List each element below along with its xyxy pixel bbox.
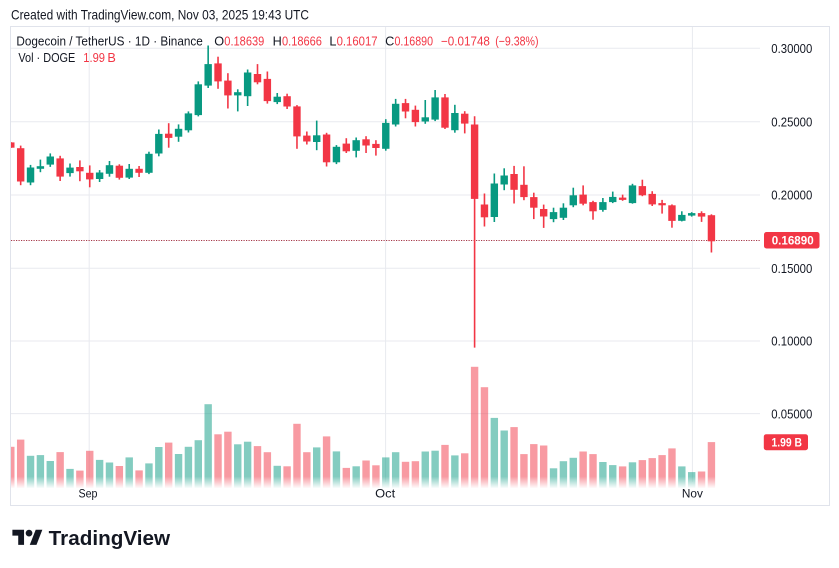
svg-text:L: L [329,35,336,49]
svg-text:0.18666: 0.18666 [282,35,322,49]
svg-text:(−9.38%): (−9.38%) [495,35,538,49]
svg-text:Created with TradingView.com,: Created with TradingView.com, Nov 03, 20… [11,7,309,23]
svg-text:1.99 B: 1.99 B [772,436,803,450]
svg-text:H: H [273,35,282,49]
svg-text:Sep: Sep [79,487,98,501]
svg-text:0.05000: 0.05000 [771,407,812,421]
svg-text:0.16890: 0.16890 [772,234,814,248]
svg-text:O: O [214,35,224,49]
svg-text:0.18639: 0.18639 [224,35,264,49]
svg-text:TradingView: TradingView [49,528,171,550]
svg-text:1.99: 1.99 [83,51,105,65]
svg-text:Nov: Nov [682,487,703,501]
svg-text:0.10000: 0.10000 [771,335,812,349]
svg-text:0.16017: 0.16017 [337,35,378,49]
svg-text:0.20000: 0.20000 [771,189,812,203]
svg-text:Vol · DOGE: Vol · DOGE [18,51,75,65]
svg-text:Oct: Oct [375,487,396,501]
svg-text:0.15000: 0.15000 [771,262,812,276]
svg-text:0.30000: 0.30000 [771,42,812,56]
svg-text:Dogecoin / TetherUS · 1D · Bin: Dogecoin / TetherUS · 1D · Binance [16,35,202,49]
svg-text:C: C [385,35,394,49]
svg-text:0.16890: 0.16890 [395,35,434,49]
svg-text:−0.01748: −0.01748 [441,35,490,49]
svg-text:0.25000: 0.25000 [771,116,812,130]
svg-text:B: B [107,51,115,65]
